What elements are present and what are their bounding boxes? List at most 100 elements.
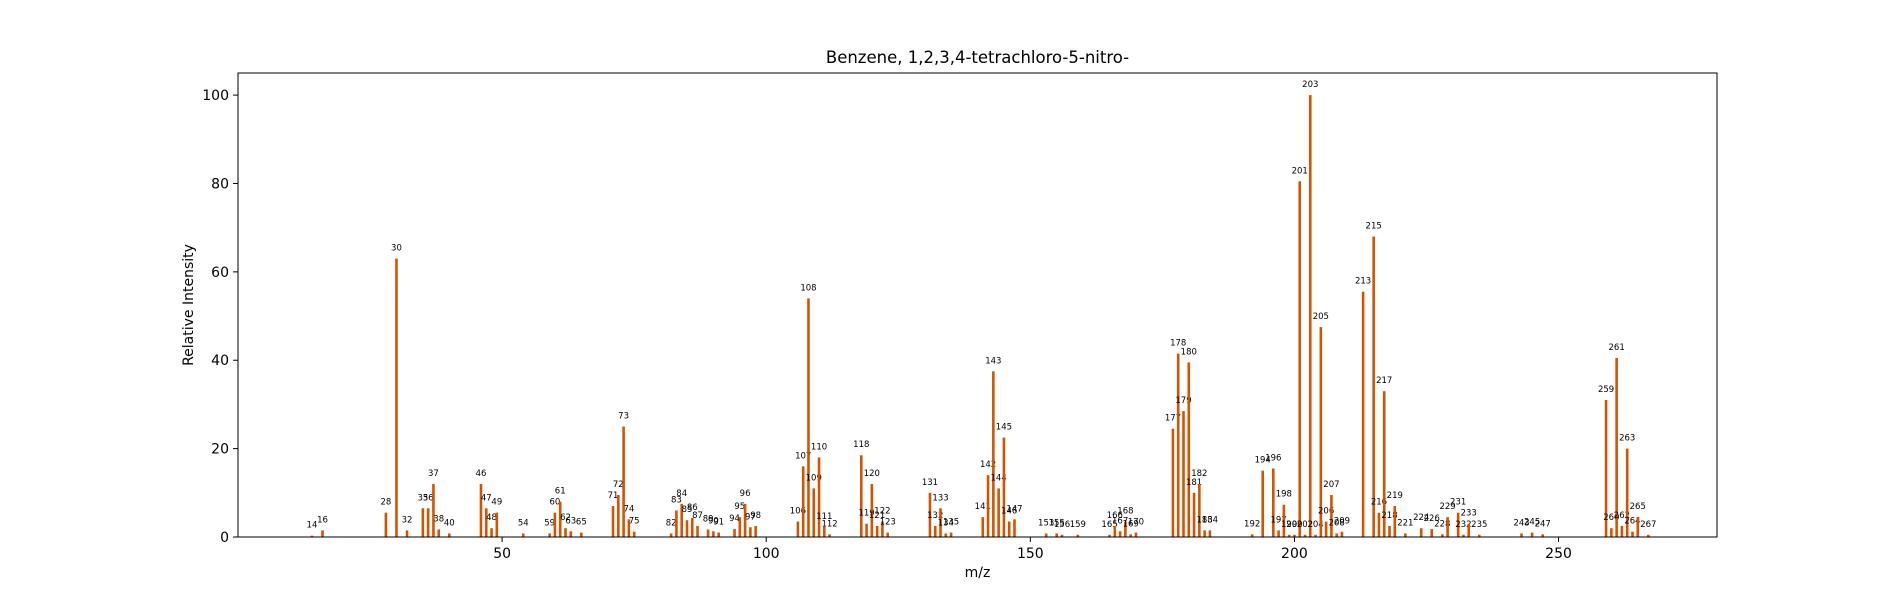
peak-label-165: 165 [1101, 520, 1117, 530]
peak-label-232: 232 [1455, 520, 1471, 530]
peak-label-97: 97 [745, 512, 756, 522]
peak-label-229: 229 [1439, 502, 1455, 512]
peak-bar-32 [405, 530, 409, 537]
peak-bar-201 [1298, 181, 1302, 537]
peak-label-224: 224 [1413, 513, 1429, 523]
peak-bar-59 [548, 533, 551, 537]
peak-bar-228 [1441, 534, 1444, 537]
peak-bar-94 [733, 529, 736, 537]
peak-label-264: 264 [1624, 517, 1640, 527]
axes-layer: 50 100 150 200 250 0 20 40 60 80 100 [202, 88, 1572, 562]
peak-label-144: 144 [991, 473, 1007, 483]
peak-bar-156 [1060, 534, 1064, 537]
peak-label-75: 75 [629, 517, 640, 527]
peak-bar-168 [1124, 521, 1127, 537]
peak-label-122: 122 [874, 507, 890, 517]
peak-label-112: 112 [821, 519, 837, 529]
peak-label-14: 14 [307, 521, 318, 531]
peak-label-85: 85 [682, 505, 693, 515]
peak-label-54: 54 [518, 518, 529, 528]
peak-bar-196 [1272, 468, 1275, 537]
peak-bar-263 [1625, 448, 1629, 537]
x-tick-label: 200 [1281, 546, 1308, 562]
y-tick-label: 40 [211, 353, 229, 369]
y-tick-label: 80 [211, 176, 229, 192]
peak-label-47: 47 [481, 493, 492, 503]
peak-bar-217 [1382, 391, 1386, 537]
peak-bar-159 [1076, 534, 1080, 537]
peak-bar-264 [1631, 531, 1634, 537]
peak-label-40: 40 [444, 518, 455, 528]
peak-label-111: 111 [816, 512, 832, 522]
peak-bar-74 [627, 519, 631, 537]
peak-label-142: 142 [980, 460, 996, 470]
peak-bar-60 [553, 512, 557, 537]
peak-label-131: 131 [922, 478, 938, 488]
peak-bar-231 [1456, 512, 1460, 537]
peak-label-261: 261 [1609, 343, 1625, 353]
x-axis-title: m/z [965, 565, 991, 581]
peak-label-108: 108 [800, 283, 816, 293]
peak-bar-204 [1314, 534, 1317, 537]
plot-area-frame [237, 72, 1718, 538]
peak-label-106: 106 [790, 507, 806, 517]
peak-label-198: 198 [1276, 490, 1292, 500]
peak-label-231: 231 [1450, 498, 1466, 508]
peak-label-65: 65 [576, 518, 587, 528]
peak-bar-38 [437, 529, 441, 537]
peak-bar-261 [1615, 358, 1618, 537]
peak-label-184: 184 [1202, 515, 1218, 525]
peak-label-181: 181 [1186, 478, 1202, 488]
peak-bar-89 [706, 529, 710, 537]
peak-bar-98 [754, 525, 757, 537]
peak-bar-84 [680, 503, 683, 537]
peak-bar-267 [1647, 534, 1650, 537]
peak-bar-181 [1192, 492, 1196, 537]
peak-label-36: 36 [423, 493, 434, 503]
peak-bar-111 [823, 526, 826, 537]
peak-bar-221 [1404, 533, 1407, 537]
peak-bar-28 [384, 512, 388, 537]
peak-label-48: 48 [486, 513, 497, 523]
peak-label-194: 194 [1255, 456, 1271, 466]
peak-bar-219 [1393, 506, 1397, 537]
peak-label-221: 221 [1397, 518, 1413, 528]
peak-bar-155 [1055, 533, 1059, 537]
peak-bar-235 [1478, 534, 1481, 537]
peak-bar-177 [1171, 428, 1175, 537]
peak-bar-36 [426, 508, 430, 537]
peak-label-169: 169 [1123, 519, 1139, 529]
peak-label-180: 180 [1181, 347, 1197, 357]
peak-label-218: 218 [1381, 511, 1397, 521]
peak-bar-165 [1108, 534, 1111, 537]
peak-bar-16 [321, 530, 324, 537]
peak-bar-262 [1620, 525, 1624, 537]
peak-bar-183 [1203, 530, 1206, 537]
peak-label-263: 263 [1619, 434, 1635, 444]
peak-label-207: 207 [1323, 480, 1339, 490]
peak-label-87: 87 [692, 511, 703, 521]
peak-bar-200 [1293, 534, 1296, 537]
peak-bar-112 [828, 534, 831, 537]
peak-label-147: 147 [1006, 504, 1022, 514]
peak-label-159: 159 [1070, 520, 1086, 530]
y-tick-label: 60 [211, 265, 229, 281]
peak-bar-142 [986, 475, 990, 537]
peak-bar-206 [1324, 521, 1328, 537]
peak-label-60: 60 [550, 498, 561, 508]
peak-bar-96 [743, 503, 747, 537]
peak-bar-198 [1282, 504, 1286, 537]
peak-label-120: 120 [864, 469, 880, 479]
peak-label-262: 262 [1614, 511, 1630, 521]
peak-label-153: 153 [1038, 518, 1054, 528]
peak-bar-215 [1372, 236, 1375, 537]
peak-bar-232 [1462, 534, 1465, 537]
peak-bar-197 [1277, 530, 1280, 537]
peak-bar-202 [1303, 534, 1307, 537]
peak-label-199: 199 [1281, 520, 1297, 530]
peak-label-32: 32 [402, 515, 413, 525]
peak-bar-109 [812, 488, 816, 537]
peak-label-213: 213 [1355, 277, 1371, 287]
peak-bar-85 [685, 520, 689, 537]
